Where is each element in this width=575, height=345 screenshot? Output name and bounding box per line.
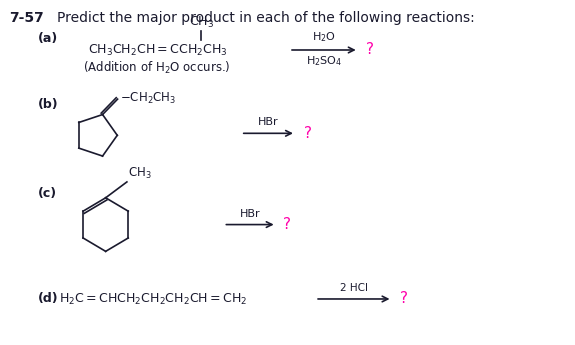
Text: (a): (a)	[38, 32, 58, 45]
Text: (d): (d)	[38, 293, 59, 305]
Text: Predict the major product in each of the following reactions:: Predict the major product in each of the…	[58, 11, 475, 25]
Text: $-$CH$_2$CH$_3$: $-$CH$_2$CH$_3$	[120, 91, 176, 106]
Text: CH$_3$: CH$_3$	[189, 15, 214, 30]
Text: ?: ?	[400, 292, 408, 306]
Text: ?: ?	[366, 42, 374, 58]
Text: H$_2$O: H$_2$O	[312, 30, 336, 44]
Text: (Addition of H$_2$O occurs.): (Addition of H$_2$O occurs.)	[83, 60, 231, 76]
Text: ?: ?	[304, 126, 312, 141]
Text: 2 HCl: 2 HCl	[340, 283, 368, 293]
Text: (c): (c)	[38, 187, 57, 200]
Text: 7-57: 7-57	[9, 11, 44, 25]
Text: CH$_3$: CH$_3$	[128, 166, 152, 181]
Text: (b): (b)	[38, 98, 59, 111]
Text: HBr: HBr	[240, 209, 260, 219]
Text: HBr: HBr	[258, 117, 279, 127]
Text: H$_2$SO$_4$: H$_2$SO$_4$	[306, 54, 342, 68]
Text: ?: ?	[283, 217, 292, 232]
Text: H$_2$C$=$CHCH$_2$CH$_2$CH$_2$CH$=$CH$_2$: H$_2$C$=$CHCH$_2$CH$_2$CH$_2$CH$=$CH$_2$	[59, 292, 248, 306]
Text: CH$_3$CH$_2$CH$=$CCH$_2$CH$_3$: CH$_3$CH$_2$CH$=$CCH$_2$CH$_3$	[89, 42, 228, 58]
